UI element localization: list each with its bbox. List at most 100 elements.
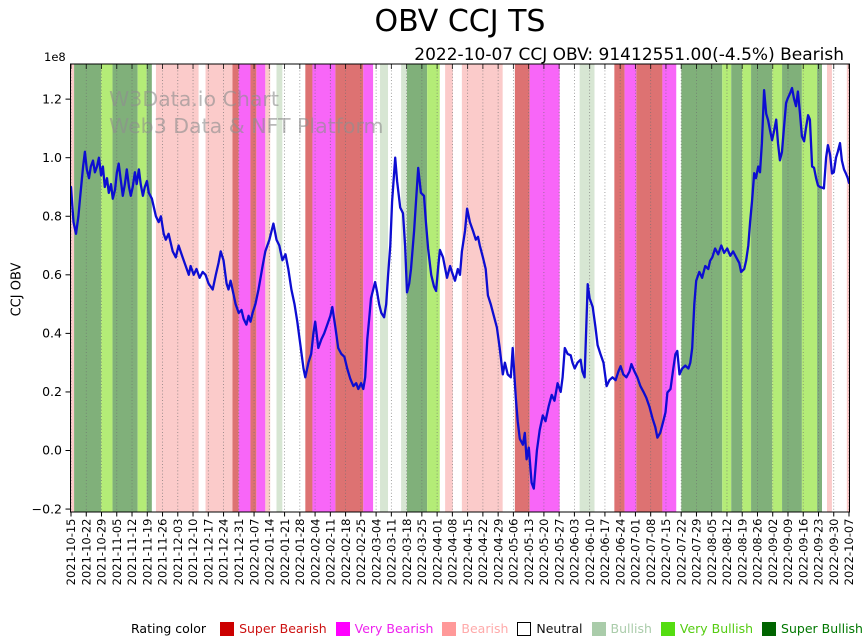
x-tick-label: 2021-11-19 xyxy=(140,519,154,586)
legend-item-neutral: Neutral xyxy=(517,621,583,636)
plot-border xyxy=(70,63,850,513)
x-tick-label: 2021-12-17 xyxy=(201,519,215,586)
x-tick-label: 2022-04-22 xyxy=(476,519,490,586)
y-tick-label: 0.4 xyxy=(42,326,62,341)
legend-label-bullish: Bullish xyxy=(610,621,652,636)
rating-band-super_bearish xyxy=(514,64,530,512)
x-tick-label: 2022-08-05 xyxy=(705,519,719,586)
legend-label-neutral: Neutral xyxy=(536,621,583,636)
rating-band-neutral xyxy=(198,64,206,512)
rating-band-bearish xyxy=(445,64,453,512)
x-tick-label: 2022-05-27 xyxy=(552,519,566,586)
x-tick-label: 2022-04-15 xyxy=(461,519,475,586)
rating-band-very_bearish xyxy=(256,64,266,512)
rating-band-super_bullish xyxy=(681,64,723,512)
rating-band-super_bullish xyxy=(406,64,428,512)
legend-label-super_bearish: Super Bearish xyxy=(239,621,327,636)
x-tick-label: 2022-01-14 xyxy=(263,519,277,586)
x-tick-label: 2022-02-25 xyxy=(354,519,368,586)
legend-label-very_bearish: Very Bearish xyxy=(354,621,434,636)
rating-band-neutral xyxy=(270,64,277,512)
x-tick-label: 2022-07-01 xyxy=(629,519,643,586)
legend-item-super_bullish: Super Bullish xyxy=(762,621,863,636)
chart-subtitle: 2022-10-07 CCJ OBV: 91412551.00(-4.5%) B… xyxy=(414,45,844,65)
rating-band-bearish xyxy=(155,64,199,512)
legend-swatch-neutral xyxy=(517,621,532,636)
legend-swatch-very_bearish xyxy=(335,621,350,636)
x-tick-label: 2022-03-04 xyxy=(369,519,383,586)
rating-band-neutral xyxy=(594,64,615,512)
x-tick-label: 2022-07-22 xyxy=(674,519,688,586)
obv-line xyxy=(70,86,850,490)
x-tick-label: 2022-10-07 xyxy=(842,519,856,586)
legend-title: Rating color xyxy=(131,621,207,636)
legend-swatch-bullish xyxy=(591,621,606,636)
rating-band-neutral xyxy=(559,64,580,512)
x-tick-label: 2021-12-03 xyxy=(171,519,185,586)
rating-band-neutral xyxy=(439,64,446,512)
x-tick-label: 2022-05-13 xyxy=(522,519,536,586)
rating-band-super_bullish xyxy=(74,64,102,512)
rating-band-very_bearish xyxy=(529,64,560,512)
x-tick-label: 2022-01-21 xyxy=(278,519,292,586)
legend-label-bearish: Bearish xyxy=(461,621,509,636)
rating-band-very_bullish xyxy=(101,64,113,512)
x-tick-label: 2021-11-12 xyxy=(125,519,139,586)
chart-title: OBV CCJ TS xyxy=(374,4,546,39)
x-tick-label: 2021-10-22 xyxy=(79,519,93,586)
rating-band-bearish xyxy=(846,64,849,512)
y-tick-label: 0.0 xyxy=(42,443,62,458)
rating-band-super_bullish xyxy=(146,64,152,512)
rating-band-very_bearish xyxy=(624,64,637,512)
legend-swatch-super_bearish xyxy=(220,621,235,636)
legend-item-bullish: Bullish xyxy=(591,621,652,636)
rating-band-super_bearish xyxy=(250,64,257,512)
rating-band-very_bullish xyxy=(137,64,147,512)
x-tick-label: 2022-05-20 xyxy=(537,519,551,586)
x-tick-label: 2022-05-06 xyxy=(507,519,521,586)
rating-band-super_bullish xyxy=(782,64,802,512)
x-tick-label: 2022-06-24 xyxy=(613,519,627,586)
x-tick-label: 2022-09-02 xyxy=(766,519,780,586)
rating-band-very_bearish xyxy=(238,64,251,512)
rating-band-neutral xyxy=(822,64,827,512)
rating-band-very_bearish xyxy=(662,64,677,512)
x-tick-label: 2021-11-05 xyxy=(110,519,124,586)
rating-band-bullish xyxy=(380,64,389,512)
x-tick-label: 2022-06-10 xyxy=(583,519,597,586)
x-tick-label: 2022-09-30 xyxy=(827,519,841,586)
legend-swatch-very_bullish xyxy=(660,621,675,636)
x-tick-label: 2022-08-26 xyxy=(751,519,765,586)
x-tick-label: 2021-12-10 xyxy=(186,519,200,586)
x-tick-label: 2022-09-09 xyxy=(781,519,795,586)
legend-label-very_bullish: Very Bullish xyxy=(679,621,754,636)
rating-band-very_bearish xyxy=(363,64,374,512)
x-tick-label: 2022-09-23 xyxy=(812,519,826,586)
x-tick-label: 2022-07-29 xyxy=(690,519,704,586)
x-tick-label: 2022-03-18 xyxy=(400,519,414,586)
legend-item-very_bearish: Very Bearish xyxy=(335,621,434,636)
rating-band-super_bullish xyxy=(731,64,743,512)
rating-band-very_bearish xyxy=(312,64,336,512)
x-tick-label: 2022-06-17 xyxy=(598,519,612,586)
rating-band-super_bearish xyxy=(232,64,239,512)
rating-band-super_bearish xyxy=(614,64,625,512)
rating-band-neutral xyxy=(151,64,156,512)
rating-band-neutral xyxy=(452,64,462,512)
x-tick-label: 2022-08-19 xyxy=(735,519,749,586)
legend-item-very_bullish: Very Bullish xyxy=(660,621,754,636)
x-tick-label: 2022-07-08 xyxy=(644,519,658,586)
x-tick-label: 2021-10-15 xyxy=(64,519,78,586)
x-tick-label: 2022-03-25 xyxy=(415,519,429,586)
y-tick-label: 1.2 xyxy=(42,91,62,106)
y-tick-label: 0.6 xyxy=(42,267,62,282)
x-tick-label: 2022-03-11 xyxy=(385,519,399,586)
rating-band-super_bearish xyxy=(335,64,364,512)
rating-band-neutral xyxy=(388,64,402,512)
rating-band-bullish xyxy=(276,64,283,512)
legend-item-bearish: Bearish xyxy=(442,621,508,636)
x-tick-label: 2022-02-04 xyxy=(308,519,322,586)
rating-band-bearish xyxy=(265,64,271,512)
